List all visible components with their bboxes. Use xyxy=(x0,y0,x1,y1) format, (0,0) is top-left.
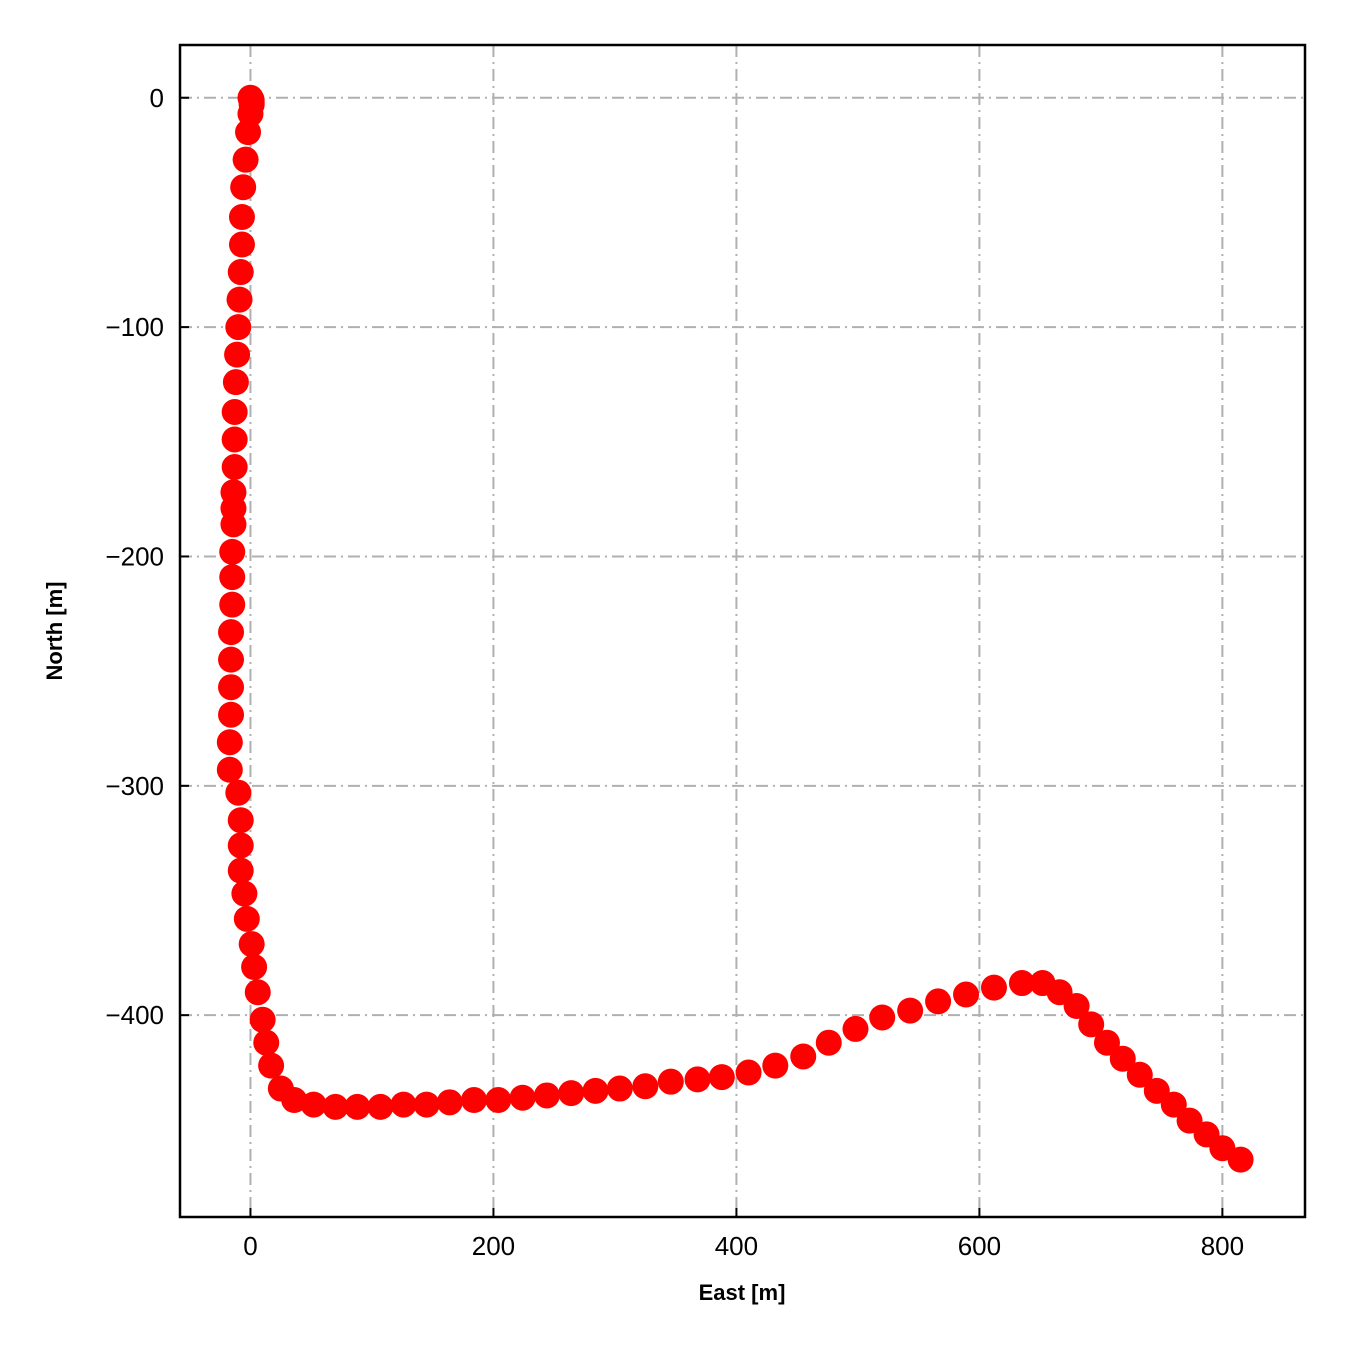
data-point xyxy=(219,564,246,591)
x-tick-label: 400 xyxy=(715,1231,758,1261)
x-axis-title: East [m] xyxy=(699,1280,786,1305)
data-point xyxy=(220,511,247,538)
data-point xyxy=(735,1059,762,1086)
data-point xyxy=(225,779,252,806)
data-point xyxy=(436,1089,463,1116)
data-point xyxy=(1109,1045,1136,1072)
data-point xyxy=(953,981,980,1008)
data-point xyxy=(461,1087,488,1114)
data-point xyxy=(253,1029,280,1056)
data-point xyxy=(244,979,271,1006)
ticks xyxy=(180,96,1224,1217)
data-point xyxy=(216,756,243,783)
data-point xyxy=(218,674,245,701)
data-point xyxy=(218,619,245,646)
data-point xyxy=(684,1066,711,1093)
data-point xyxy=(842,1015,869,1042)
data-point xyxy=(533,1082,560,1109)
data-point xyxy=(218,701,245,728)
data-point xyxy=(233,905,260,932)
data-point xyxy=(1126,1061,1153,1088)
data-point xyxy=(1227,1146,1254,1173)
data-point xyxy=(869,1004,896,1031)
data-point xyxy=(228,204,255,231)
data-point xyxy=(485,1087,512,1114)
data-point xyxy=(225,314,252,341)
data-point xyxy=(708,1064,735,1091)
data-point xyxy=(390,1091,417,1118)
data-point xyxy=(1008,970,1035,997)
data-point xyxy=(219,591,246,618)
data-point xyxy=(657,1068,684,1095)
data-points xyxy=(216,84,1254,1173)
data-point xyxy=(227,259,254,286)
data-point xyxy=(300,1091,327,1118)
data-point xyxy=(228,231,255,258)
data-point xyxy=(219,538,246,565)
data-point xyxy=(606,1075,633,1102)
y-tick-label: −100 xyxy=(105,312,164,342)
data-point xyxy=(241,954,268,981)
data-point xyxy=(235,119,262,146)
data-point xyxy=(1078,1011,1105,1038)
data-point xyxy=(925,988,952,1015)
data-point xyxy=(509,1084,536,1111)
data-point xyxy=(762,1052,789,1079)
data-point xyxy=(238,931,265,958)
data-point xyxy=(221,398,248,425)
y-axis-title: North [m] xyxy=(42,582,67,681)
data-point xyxy=(980,974,1007,1001)
data-point xyxy=(216,729,243,756)
data-point xyxy=(231,880,258,907)
data-point xyxy=(815,1029,842,1056)
y-tick-label: −200 xyxy=(105,541,164,571)
y-tick-label: 0 xyxy=(150,83,164,113)
data-point xyxy=(230,174,257,201)
x-tick-label: 200 xyxy=(472,1231,515,1261)
plot-frame xyxy=(178,43,1307,1219)
y-tick-label: −300 xyxy=(105,771,164,801)
data-point xyxy=(790,1043,817,1070)
data-point xyxy=(1093,1029,1120,1056)
data-point xyxy=(558,1080,585,1107)
data-point xyxy=(249,1006,276,1033)
data-point xyxy=(632,1073,659,1100)
data-point xyxy=(227,807,254,834)
x-tick-label: 800 xyxy=(1201,1231,1244,1261)
data-point xyxy=(222,369,249,396)
data-point xyxy=(322,1093,349,1120)
data-point xyxy=(218,646,245,673)
data-point xyxy=(281,1087,308,1114)
data-point xyxy=(367,1093,394,1120)
data-point xyxy=(582,1077,609,1104)
data-point xyxy=(258,1052,285,1079)
y-tick-label: −400 xyxy=(105,1000,164,1030)
data-point xyxy=(232,146,259,173)
data-point xyxy=(224,341,251,368)
data-point xyxy=(227,857,254,884)
data-point xyxy=(344,1093,371,1120)
data-point xyxy=(897,997,924,1024)
x-tick-label: 600 xyxy=(958,1231,1001,1261)
data-point xyxy=(227,832,254,859)
grid xyxy=(180,45,1305,1217)
tick-labels: 0 200 400 600 800 0 −100 −200 −300 −400 xyxy=(105,83,1244,1261)
data-point xyxy=(226,286,253,313)
data-point xyxy=(221,426,248,453)
data-point xyxy=(1063,992,1090,1019)
x-tick-label: 0 xyxy=(243,1231,257,1261)
data-point xyxy=(221,454,248,481)
data-point xyxy=(1160,1091,1187,1118)
data-point xyxy=(413,1091,440,1118)
